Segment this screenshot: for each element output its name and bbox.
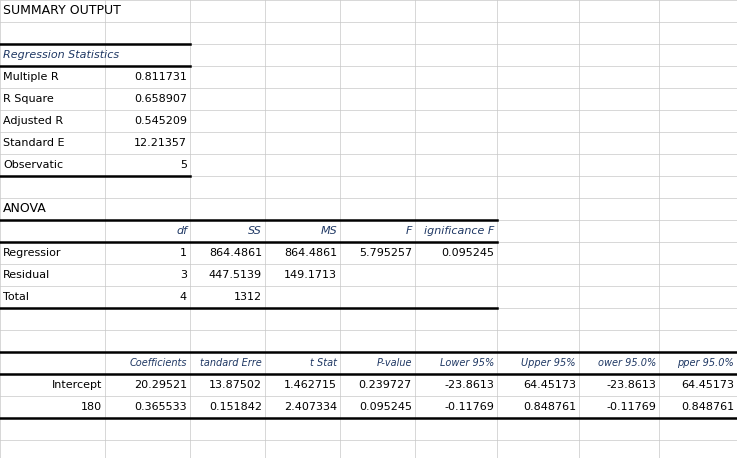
Text: ower 95.0%: ower 95.0%: [598, 358, 656, 368]
Text: -23.8613: -23.8613: [444, 380, 494, 390]
Text: 4: 4: [180, 292, 187, 302]
Text: F: F: [405, 226, 412, 236]
Text: 20.29521: 20.29521: [134, 380, 187, 390]
Text: P-value: P-value: [377, 358, 412, 368]
Text: t Stat: t Stat: [310, 358, 337, 368]
Text: Upper 95%: Upper 95%: [522, 358, 576, 368]
Text: 64.45173: 64.45173: [523, 380, 576, 390]
Text: 0.151842: 0.151842: [209, 402, 262, 412]
Text: 1312: 1312: [234, 292, 262, 302]
Text: -0.11769: -0.11769: [606, 402, 656, 412]
Text: 447.5139: 447.5139: [209, 270, 262, 280]
Text: 0.848761: 0.848761: [681, 402, 734, 412]
Text: 5.795257: 5.795257: [359, 248, 412, 258]
Text: ignificance F: ignificance F: [424, 226, 494, 236]
Text: Standard E: Standard E: [3, 138, 65, 148]
Text: 0.848761: 0.848761: [523, 402, 576, 412]
Text: 0.365533: 0.365533: [134, 402, 187, 412]
Text: R Square: R Square: [3, 94, 54, 104]
Text: Regressior: Regressior: [3, 248, 61, 258]
Text: ANOVA: ANOVA: [3, 202, 46, 216]
Text: 0.545209: 0.545209: [134, 116, 187, 126]
Text: 0.239727: 0.239727: [359, 380, 412, 390]
Text: Multiple R: Multiple R: [3, 72, 59, 82]
Text: tandard Erre: tandard Erre: [200, 358, 262, 368]
Text: 1: 1: [180, 248, 187, 258]
Text: SUMMARY OUTPUT: SUMMARY OUTPUT: [3, 5, 121, 17]
Text: Total: Total: [3, 292, 29, 302]
Text: 5: 5: [180, 160, 187, 170]
Text: -0.11769: -0.11769: [444, 402, 494, 412]
Text: 2.407334: 2.407334: [284, 402, 337, 412]
Text: pper 95.0%: pper 95.0%: [677, 358, 734, 368]
Text: 3: 3: [180, 270, 187, 280]
Text: 0.811731: 0.811731: [134, 72, 187, 82]
Text: Observatic: Observatic: [3, 160, 63, 170]
Text: 1.462715: 1.462715: [284, 380, 337, 390]
Text: df: df: [176, 226, 187, 236]
Text: 0.095245: 0.095245: [359, 402, 412, 412]
Text: 12.21357: 12.21357: [134, 138, 187, 148]
Text: Regression Statistics: Regression Statistics: [3, 50, 119, 60]
Text: 864.4861: 864.4861: [284, 248, 337, 258]
Text: 149.1713: 149.1713: [284, 270, 337, 280]
Text: Intercept: Intercept: [52, 380, 102, 390]
Text: Lower 95%: Lower 95%: [440, 358, 494, 368]
Text: Coefficients: Coefficients: [130, 358, 187, 368]
Text: 864.4861: 864.4861: [209, 248, 262, 258]
Text: Residual: Residual: [3, 270, 50, 280]
Text: 180: 180: [81, 402, 102, 412]
Text: SS: SS: [248, 226, 262, 236]
Text: 0.095245: 0.095245: [441, 248, 494, 258]
Text: -23.8613: -23.8613: [606, 380, 656, 390]
Text: 0.658907: 0.658907: [134, 94, 187, 104]
Text: 64.45173: 64.45173: [681, 380, 734, 390]
Text: MS: MS: [321, 226, 337, 236]
Text: 13.87502: 13.87502: [209, 380, 262, 390]
Text: Adjusted R: Adjusted R: [3, 116, 63, 126]
